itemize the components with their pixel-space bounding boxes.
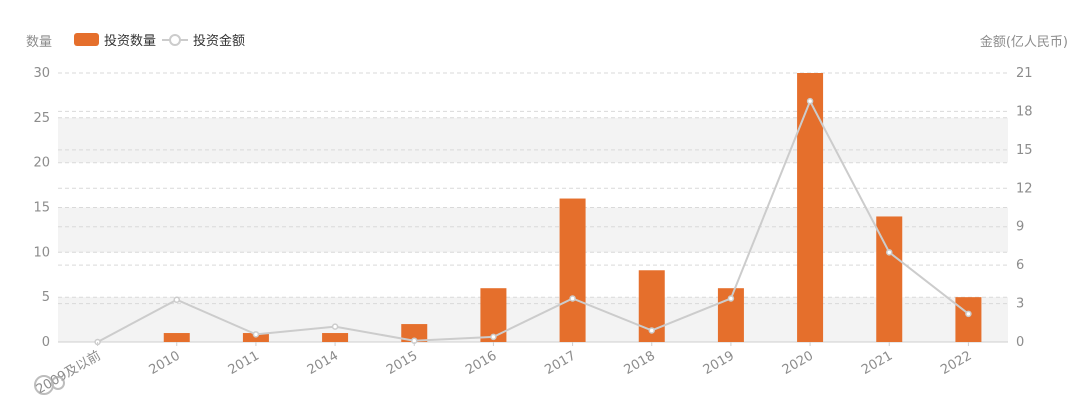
y-tick-label-left: 30 <box>33 66 50 81</box>
x-tick-label: 2009及以前 <box>33 348 103 398</box>
line-point <box>648 327 655 334</box>
y-tick-label-right: 3 <box>1016 297 1024 312</box>
y-tick-label-right: 18 <box>1016 104 1033 119</box>
bar <box>163 333 190 342</box>
background-bands <box>58 117 1008 342</box>
y-tick-label-left: 15 <box>33 201 50 216</box>
bar <box>797 73 824 342</box>
x-tick-label: 2020 <box>780 348 816 378</box>
line-point <box>569 295 576 302</box>
y-tick-label-left: 5 <box>42 290 50 305</box>
line-point <box>490 333 497 341</box>
y-axis-left: 0 5 10 15 20 25 30 <box>33 66 50 350</box>
line-point <box>173 296 180 303</box>
legend-label-amount: 投资金额 <box>193 33 245 49</box>
x-tick-label: 2021 <box>859 348 895 378</box>
x-tick-label: 2015 <box>384 348 420 378</box>
x-tick-label: 2014 <box>305 348 341 378</box>
y-tick-label-left: 10 <box>33 245 50 260</box>
line-series-amount <box>94 97 972 346</box>
watermark <box>34 375 65 395</box>
x-tick-label: 2010 <box>147 348 183 378</box>
bar <box>955 297 982 342</box>
x-tick-label: 2022 <box>938 348 974 378</box>
y-axis-right: 0 3 6 9 12 15 18 21 <box>1016 66 1033 350</box>
y-tick-label-right: 21 <box>1016 66 1033 81</box>
y-tick-label-right: 9 <box>1016 220 1024 235</box>
y-axis-left-label: 数量 <box>26 35 52 50</box>
y-tick-label-right: 15 <box>1016 143 1033 158</box>
x-tick-label: 2011 <box>226 348 262 378</box>
line-point <box>886 249 893 256</box>
y-tick-label-left: 20 <box>33 156 50 171</box>
grid-band <box>58 117 1008 163</box>
y-tick-label-right: 6 <box>1016 258 1024 273</box>
x-tick-label: 2017 <box>542 348 578 378</box>
grid-lines <box>58 72 1008 343</box>
y-tick-label-right: 0 <box>1016 335 1024 350</box>
legend-bar-swatch <box>74 33 99 46</box>
legend-label-count: 投资数量 <box>104 33 156 49</box>
bar <box>322 333 349 342</box>
line-point <box>965 310 972 318</box>
bar <box>559 198 586 342</box>
line-point <box>806 97 814 105</box>
x-axis: 2009及以前 2010 2011 2014 2015 2016 2017 2018 2019 2… <box>33 342 974 398</box>
grid-band <box>58 297 1008 342</box>
line-point <box>727 295 735 302</box>
x-tick-label: 2019 <box>701 348 737 378</box>
amount-line <box>97 98 970 343</box>
watermark-logo-icon-inner <box>51 376 65 390</box>
bar <box>401 324 428 342</box>
grid-band <box>58 207 1008 253</box>
legend-item-amount[interactable]: 投资金额 <box>162 33 245 49</box>
line-point <box>331 323 339 330</box>
line-point <box>252 331 260 338</box>
y-tick-label-left: 25 <box>33 111 50 126</box>
x-tick-label: 2018 <box>622 348 658 378</box>
legend[interactable]: 投资数量 投资金额 <box>74 33 245 49</box>
y-axis-right-label: 金额(亿人民币) <box>980 34 1068 50</box>
legend-line-marker <box>169 34 181 46</box>
y-tick-label-left: 0 <box>42 335 50 350</box>
x-tick-label: 2016 <box>463 348 499 378</box>
y-tick-label-right: 12 <box>1016 181 1033 196</box>
legend-item-count[interactable]: 投资数量 <box>74 33 156 49</box>
